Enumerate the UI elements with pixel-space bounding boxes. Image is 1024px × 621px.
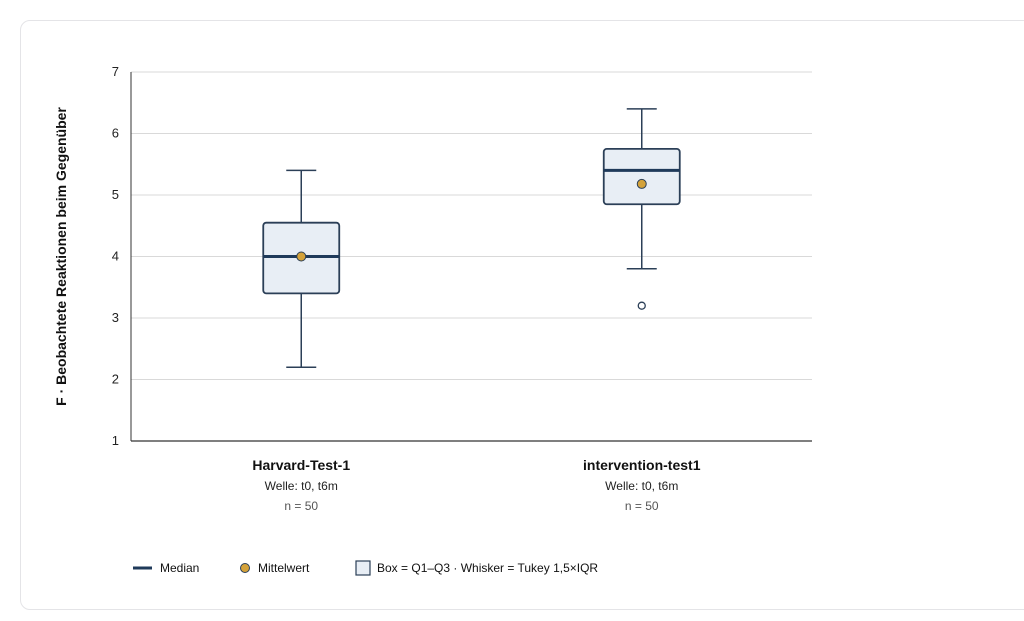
- mean-marker: [296, 251, 307, 262]
- iqr-box: [602, 147, 681, 206]
- category-label: Harvard-Test-1: [252, 457, 350, 473]
- y-tick-label: 7: [112, 64, 119, 79]
- y-tick-label: 2: [112, 372, 119, 387]
- category-wave-label: Welle: t0, t6m: [605, 479, 678, 493]
- category-n-label: n = 50: [284, 499, 318, 513]
- outlier-point: [637, 301, 646, 310]
- box-group: [602, 108, 681, 310]
- legend-mean-swatch: [240, 563, 250, 573]
- legend-box-label: Box = Q1–Q3 · Whisker = Tukey 1,5×IQR: [377, 561, 598, 575]
- y-tick-label: 5: [112, 187, 119, 202]
- legend: Median Mittelwert Box = Q1–Q3 · Whisker = …: [133, 560, 598, 576]
- category-n-label: n = 50: [625, 499, 659, 513]
- category-labels: Harvard-Test-1 Welle: t0, t6m n = 50 interv…: [252, 457, 700, 513]
- category-wave-label: Welle: t0, t6m: [265, 479, 338, 493]
- category-label: intervention-test1: [583, 457, 701, 473]
- mean-marker: [636, 178, 647, 189]
- grid-lines: [131, 71, 812, 380]
- box-group: [262, 169, 341, 368]
- y-tick-label: 1: [112, 433, 119, 448]
- y-tick-label: 4: [112, 249, 119, 264]
- box-groups: [262, 108, 681, 368]
- y-tick-label: 6: [112, 126, 119, 141]
- legend-box-swatch: [355, 560, 371, 576]
- y-axis-ticks: 1 2 3 4 5 6 7: [112, 64, 132, 448]
- legend-mean-label: Mittelwert: [258, 561, 310, 575]
- y-tick-label: 3: [112, 310, 119, 325]
- legend-median-label: Median: [160, 561, 199, 575]
- y-axis-label: F · Beobachtete Reaktionen beim Gegenübe…: [53, 107, 69, 406]
- chart-card: [20, 20, 1024, 610]
